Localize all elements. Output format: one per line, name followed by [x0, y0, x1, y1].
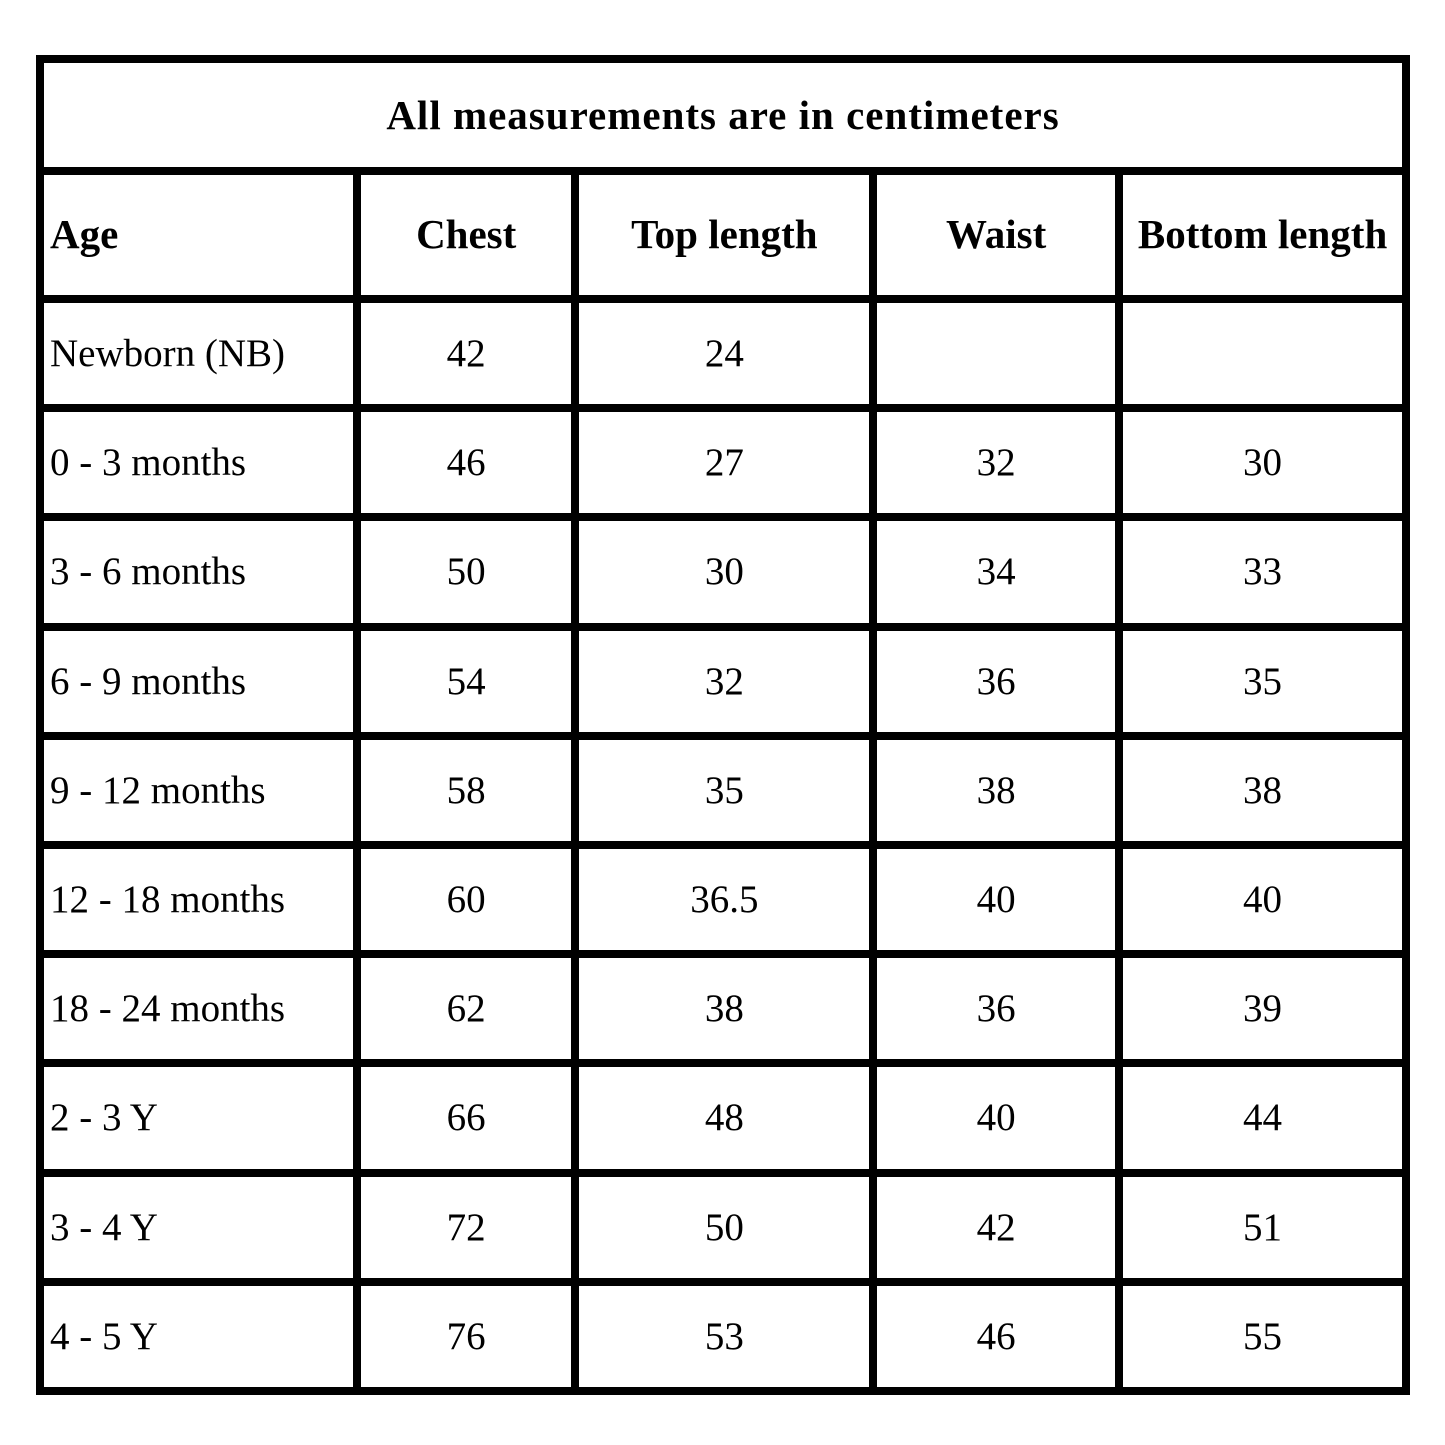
age-cell: 0 - 3 months [36, 404, 361, 522]
column-header-top-length: Top length [571, 167, 878, 303]
column-header-chest: Chest [352, 167, 580, 303]
bottom-length-value-cell: 40 [1115, 840, 1410, 959]
table-row: 12 - 18 months 60 36.5 40 40 [36, 840, 1410, 959]
chest-value-cell: 76 [352, 1277, 580, 1396]
top-length-value-cell: 53 [571, 1277, 878, 1396]
chest-value-cell: 66 [352, 1059, 580, 1177]
table-row: 0 - 3 months 46 27 32 30 [36, 404, 1410, 522]
table-row: 18 - 24 months 62 38 36 39 [36, 950, 1410, 1068]
top-length-value-cell: 36.5 [571, 840, 878, 959]
chest-value-cell: 46 [352, 404, 580, 522]
bottom-length-value-cell: 33 [1115, 513, 1410, 631]
bottom-length-value-cell: 30 [1115, 404, 1410, 522]
chest-value-cell: 62 [352, 950, 580, 1068]
waist-value-cell: 40 [869, 840, 1124, 959]
age-cell: 3 - 4 Y [36, 1168, 361, 1286]
age-cell: 2 - 3 Y [36, 1059, 361, 1177]
age-cell: 3 - 6 months [36, 513, 361, 631]
table-row: 3 - 4 Y 72 50 42 51 [36, 1168, 1410, 1286]
waist-value-cell: 36 [869, 950, 1124, 1068]
waist-value-cell: 42 [869, 1168, 1124, 1286]
chest-value-cell: 42 [352, 294, 580, 413]
size-chart-body: Newborn (NB) 42 24 0 - 3 months 46 27 32 30 3 - … [36, 294, 1410, 1396]
bottom-length-value-cell: 55 [1115, 1277, 1410, 1396]
age-cell: 6 - 9 months [36, 622, 361, 740]
age-cell: 18 - 24 months [36, 950, 361, 1068]
top-length-value-cell: 50 [571, 1168, 878, 1286]
waist-value-cell: 32 [869, 404, 1124, 522]
waist-value-cell: 46 [869, 1277, 1124, 1396]
top-length-value-cell: 27 [571, 404, 878, 522]
waist-value-cell: 36 [869, 622, 1124, 740]
waist-value-cell [869, 294, 1124, 413]
table-row: 6 - 9 months 54 32 36 35 [36, 622, 1410, 740]
bottom-length-value-cell: 38 [1115, 731, 1410, 849]
size-chart-table: All measurements are in centimeters Age … [36, 55, 1410, 1396]
table-row: 9 - 12 months 58 35 38 38 [36, 731, 1410, 849]
waist-value-cell: 40 [869, 1059, 1124, 1177]
bottom-length-value-cell [1115, 294, 1410, 413]
top-length-value-cell: 32 [571, 622, 878, 740]
chest-value-cell: 58 [352, 731, 580, 849]
table-title: All measurements are in centimeters [36, 55, 1410, 175]
age-cell: 4 - 5 Y [36, 1277, 361, 1396]
chest-value-cell: 54 [352, 622, 580, 740]
age-cell: 12 - 18 months [36, 840, 361, 959]
table-row: 3 - 6 months 50 30 34 33 [36, 513, 1410, 631]
column-header-waist: Waist [869, 167, 1124, 303]
chest-value-cell: 50 [352, 513, 580, 631]
table-row: 2 - 3 Y 66 48 40 44 [36, 1059, 1410, 1177]
bottom-length-value-cell: 39 [1115, 950, 1410, 1068]
table-row: 4 - 5 Y 76 53 46 55 [36, 1277, 1410, 1396]
waist-value-cell: 38 [869, 731, 1124, 849]
title-row: All measurements are in centimeters [36, 55, 1410, 175]
column-header-age: Age [36, 167, 361, 303]
bottom-length-value-cell: 51 [1115, 1168, 1410, 1286]
top-length-value-cell: 48 [571, 1059, 878, 1177]
age-cell: Newborn (NB) [36, 294, 361, 413]
age-cell: 9 - 12 months [36, 731, 361, 849]
top-length-value-cell: 38 [571, 950, 878, 1068]
bottom-length-value-cell: 44 [1115, 1059, 1410, 1177]
top-length-value-cell: 35 [571, 731, 878, 849]
header-row: Age Chest Top length Waist Bottom length [36, 167, 1410, 303]
waist-value-cell: 34 [869, 513, 1124, 631]
bottom-length-value-cell: 35 [1115, 622, 1410, 740]
chest-value-cell: 72 [352, 1168, 580, 1286]
top-length-value-cell: 30 [571, 513, 878, 631]
chest-value-cell: 60 [352, 840, 580, 959]
top-length-value-cell: 24 [571, 294, 878, 413]
column-header-bottom-length: Bottom length [1115, 167, 1410, 303]
table-row: Newborn (NB) 42 24 [36, 294, 1410, 413]
